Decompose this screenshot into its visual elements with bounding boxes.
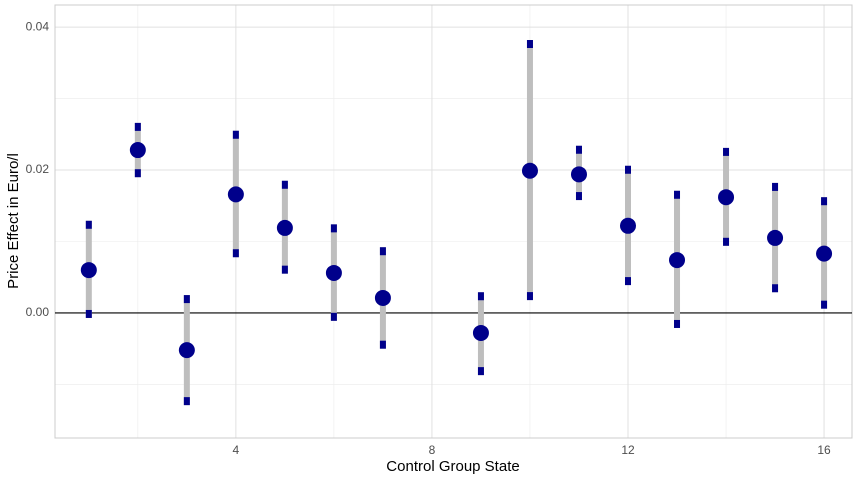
- point: [276, 219, 293, 236]
- upper-cap: [134, 122, 141, 131]
- upper-cap: [575, 145, 582, 154]
- lower-cap: [624, 277, 631, 286]
- point: [718, 189, 735, 206]
- lower-cap: [379, 340, 386, 349]
- upper-cap: [330, 224, 337, 233]
- y-tick-label: 0.02: [26, 162, 50, 176]
- upper-cap: [526, 40, 533, 49]
- point: [767, 229, 784, 246]
- upper-cap: [232, 130, 239, 139]
- x-tick-label: 8: [429, 443, 436, 457]
- x-axis-title: Control Group State: [386, 458, 519, 475]
- lower-cap: [575, 192, 582, 201]
- lower-cap: [232, 249, 239, 258]
- upper-cap: [85, 220, 92, 229]
- point: [374, 289, 391, 306]
- lower-cap: [330, 312, 337, 321]
- plot-border: [54, 4, 853, 439]
- x-tick-label: 12: [621, 443, 635, 457]
- point: [227, 186, 244, 203]
- upper-cap: [281, 180, 288, 189]
- point: [80, 262, 97, 279]
- upper-cap: [477, 292, 484, 301]
- lower-cap: [183, 397, 190, 406]
- point: [570, 166, 587, 183]
- point: [129, 142, 146, 159]
- y-tick-label: 0.00: [26, 305, 50, 319]
- lower-cap: [134, 169, 141, 178]
- lower-cap: [281, 265, 288, 274]
- lower-cap: [526, 292, 533, 301]
- upper-cap: [821, 197, 828, 206]
- point: [619, 217, 636, 234]
- y-axis-title: Price Effect in Euro/l: [5, 153, 22, 289]
- upper-cap: [379, 247, 386, 256]
- lower-cap: [674, 319, 681, 328]
- point: [325, 264, 342, 281]
- point: [521, 162, 538, 179]
- lower-cap: [477, 367, 484, 376]
- upper-cap: [772, 182, 779, 191]
- x-tick-label: 16: [817, 443, 831, 457]
- upper-cap: [624, 165, 631, 174]
- lower-cap: [723, 237, 730, 246]
- lower-cap: [821, 300, 828, 309]
- lower-cap: [772, 284, 779, 293]
- point: [472, 324, 489, 341]
- upper-cap: [723, 147, 730, 156]
- lower-cap: [85, 309, 92, 318]
- y-tick-label: 0.04: [26, 19, 50, 33]
- point: [816, 245, 833, 262]
- upper-cap: [674, 190, 681, 199]
- upper-cap: [183, 295, 190, 304]
- point: [178, 342, 195, 359]
- x-tick-label: 4: [233, 443, 240, 457]
- point: [669, 252, 686, 269]
